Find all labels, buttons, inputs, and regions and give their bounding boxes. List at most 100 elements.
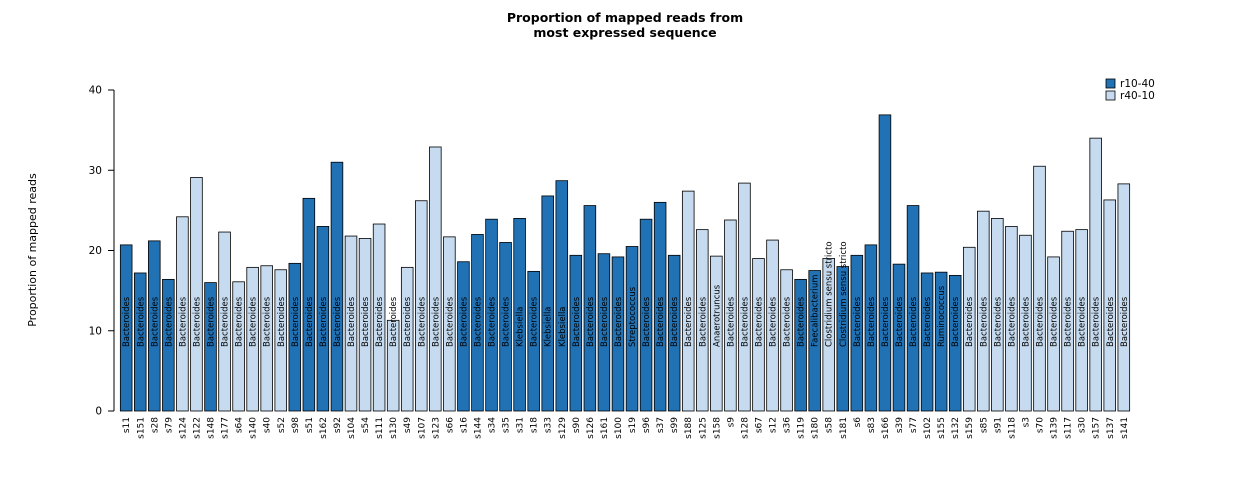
bar-s49	[400, 266, 414, 412]
bar-s6	[850, 254, 864, 412]
y-tick-label: 10	[89, 325, 102, 337]
x-tick-label: s79	[164, 417, 174, 433]
x-tick-label: s54	[361, 417, 371, 433]
x-tick-label: s30	[1078, 417, 1088, 433]
bar-s19	[625, 246, 639, 412]
bar-s70	[1033, 165, 1046, 412]
x-tick-label: s51	[305, 417, 315, 433]
x-tick-label: s33	[544, 417, 554, 433]
x-tick-label: s104	[347, 417, 357, 439]
x-tick-label: s70	[1036, 417, 1046, 433]
bar-taxon-label: Bacteroides	[1078, 296, 1088, 347]
bar-s30	[1075, 229, 1088, 412]
bar-s148	[204, 282, 217, 412]
bar-taxon-label: Bacteroides	[150, 296, 160, 347]
bar-s9	[724, 219, 737, 412]
x-tick-label: s67	[754, 417, 764, 433]
x-tick-label: s180	[811, 417, 821, 439]
x-tick-label: s58	[825, 417, 835, 433]
bar-taxon-label: Bacteroides	[164, 296, 174, 347]
legend-label: r10-40	[1120, 78, 1155, 90]
bar-s79	[162, 278, 175, 412]
x-tick-label: s148	[207, 417, 217, 439]
bar-taxon-label: Bacteroides	[600, 296, 610, 347]
bar-taxon-label: Bacteroides	[797, 296, 807, 347]
bar-s111	[372, 223, 386, 412]
x-tick-label: s158	[712, 417, 722, 439]
bar-taxon-label: Bacteroides	[1007, 296, 1017, 347]
bar-taxon-label: Bacteroides	[1021, 296, 1031, 347]
bar-s39	[892, 263, 906, 412]
x-tick-label: s139	[1050, 417, 1060, 439]
x-tick-label: s151	[136, 417, 146, 439]
bar-s158	[710, 255, 723, 412]
x-tick-label: s111	[375, 417, 385, 439]
x-tick-label: s66	[445, 417, 455, 433]
bars-group: Bacteroides Bacteroides Bacteroides Bactero…	[119, 114, 1131, 412]
bar-s96	[639, 218, 653, 412]
bar-taxon-label: Bacteroides	[530, 296, 540, 347]
x-tick-label: s83	[867, 417, 877, 433]
chart-title-line1: Proportion of mapped reads from	[507, 10, 743, 25]
bar-taxon-label: Bacteroides	[459, 296, 469, 347]
bar-s137	[1103, 199, 1117, 412]
bar-taxon-label: Bacteroides	[1036, 296, 1046, 347]
bar-s99	[667, 254, 681, 412]
bar-s118	[1005, 226, 1018, 412]
bar-s151	[133, 272, 147, 412]
bar-taxon-label: Bacteroides	[1050, 296, 1060, 347]
bar-taxon-label: Bacteroides	[965, 296, 975, 347]
bar-taxon-label: Bacteroides	[572, 296, 582, 347]
x-tick-label: s40	[263, 417, 273, 433]
bar-taxon-label: Klebsiella	[516, 306, 526, 347]
x-tick-label: s130	[389, 417, 399, 439]
x-tick-label: s161	[600, 417, 610, 439]
bar-s162	[316, 226, 330, 412]
y-axis-label: Proportion of mapped reads	[26, 173, 39, 327]
x-tick-label: s37	[656, 417, 666, 433]
bar-taxon-label: Bacteroides	[122, 296, 132, 347]
x-tick-label: s35	[502, 417, 512, 433]
x-tick-label: s102	[923, 417, 933, 439]
x-tick-label: s155	[937, 417, 947, 439]
chart-title-line2: most expressed sequence	[533, 25, 716, 40]
bar-taxon-label: Bacteroides	[754, 296, 764, 347]
y-tick-label: 0	[95, 406, 102, 418]
bar-taxon-label: Bacteroides	[361, 296, 371, 347]
x-tick-label: s125	[698, 417, 708, 439]
bar-s37	[653, 201, 667, 412]
x-tick-label: s124	[178, 417, 188, 439]
bar-taxon-label: Bacteroides	[1120, 296, 1130, 347]
bar-taxon-label: Clostridium sensu stricto	[839, 241, 849, 347]
x-tick-label: s166	[881, 417, 891, 439]
bar-taxon-label: Bacteroides	[207, 296, 217, 347]
bar-s85	[977, 210, 990, 412]
bar-s102	[920, 272, 934, 412]
bar-taxon-label: Bacteroides	[951, 296, 961, 347]
bar-taxon-label: Bacteroides	[614, 296, 624, 347]
bar-taxon-label: Bacteroides	[319, 296, 329, 347]
x-tick-label: s39	[895, 417, 905, 433]
y-tick-label: 40	[89, 85, 102, 97]
x-tick-label: s123	[431, 417, 441, 439]
bar-taxon-label: Bacteroides	[136, 296, 146, 347]
bar-s54	[358, 238, 372, 412]
x-tick-label: s181	[839, 417, 849, 439]
bar-taxon-label: Bacteroides	[993, 296, 1003, 347]
bar-s188	[681, 190, 695, 412]
x-tick-label: s92	[333, 417, 343, 433]
bar-taxon-label: Bacteroides	[488, 296, 498, 347]
legend-swatch-r10-40	[1105, 78, 1116, 89]
bar-s180	[808, 270, 821, 412]
x-tick-label: s107	[417, 417, 427, 439]
bar-s33	[541, 195, 554, 412]
bar-taxon-label: Ruminococcus	[937, 285, 947, 347]
x-tick-label: s129	[558, 417, 568, 439]
bar-s161	[597, 253, 611, 412]
x-tick-label: s177	[221, 417, 231, 439]
x-tick-label: s28	[150, 417, 160, 433]
legend-swatch-r40-10	[1105, 90, 1116, 101]
bar-s66	[443, 236, 456, 412]
